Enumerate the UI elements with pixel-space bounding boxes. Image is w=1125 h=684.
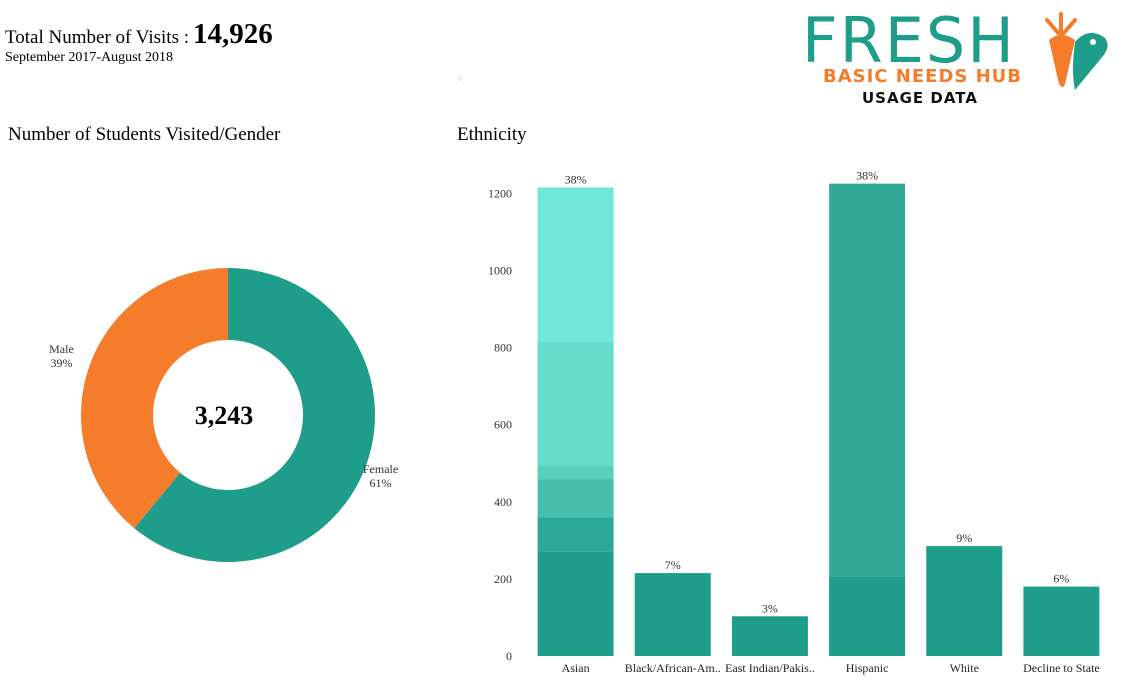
- ethnicity-chart-title: Ethnicity: [457, 124, 527, 145]
- bar-3[interactable]: [829, 183, 906, 656]
- total-visits-label: Total Number of Visits :: [5, 27, 189, 48]
- slice-label-female: Female: [363, 462, 398, 476]
- slice-percent-male: 39%: [50, 356, 72, 370]
- slice-percent-female: 61%: [370, 476, 392, 490]
- logo-tagline: USAGE DATA: [862, 89, 978, 107]
- slice-label-male: Male: [49, 342, 74, 356]
- logo-word: FRESH: [802, 4, 1016, 77]
- bar-1[interactable]: [634, 573, 711, 656]
- y-tick-label: 1000: [488, 263, 512, 277]
- bar-segment[interactable]: [829, 576, 906, 656]
- y-tick-label: 400: [494, 495, 512, 509]
- x-category-label: White: [950, 661, 979, 675]
- bar-segment[interactable]: [829, 183, 906, 577]
- bar-percent-label: 3%: [762, 601, 778, 615]
- logo-subtitle: BASIC NEEDS HUB: [823, 66, 1023, 87]
- x-category-label: Asian: [562, 661, 590, 675]
- bar-segment[interactable]: [537, 478, 614, 518]
- slice-male[interactable]: [81, 268, 229, 529]
- bar-4[interactable]: [926, 546, 1003, 656]
- bar-0[interactable]: [537, 187, 614, 656]
- bar-5[interactable]: [1023, 586, 1100, 656]
- bar-percent-label: 9%: [956, 531, 972, 545]
- y-tick-label: 0: [506, 649, 512, 663]
- y-tick-label: 200: [494, 572, 512, 586]
- x-category-label: Black/African-Am..: [625, 661, 721, 675]
- bar-2[interactable]: [731, 616, 808, 656]
- bar-segment[interactable]: [1023, 586, 1100, 656]
- bar-percent-label: 38%: [856, 169, 878, 183]
- bar-percent-label: 38%: [565, 172, 587, 186]
- carrot-icon: [1045, 12, 1108, 90]
- bar-segment[interactable]: [731, 616, 808, 656]
- x-category-label: Hispanic: [846, 661, 889, 675]
- bar-segment[interactable]: [537, 551, 614, 656]
- bar-segment[interactable]: [537, 517, 614, 552]
- y-tick-label: 1200: [488, 186, 512, 200]
- total-visits: Total Number of Visits : 14,926: [5, 18, 273, 51]
- bar-segment[interactable]: [537, 187, 614, 342]
- bar-segment[interactable]: [537, 465, 614, 479]
- donut-center-total: 3,243: [195, 401, 254, 430]
- divider-dot: [458, 76, 463, 81]
- bar-segment[interactable]: [926, 546, 1003, 656]
- total-visits-value: 14,926: [193, 18, 273, 50]
- bar-percent-label: 6%: [1053, 572, 1069, 586]
- date-range: September 2017-August 2018: [5, 50, 173, 65]
- x-category-label: Decline to State: [1023, 661, 1100, 675]
- ethnicity-bar-chart: 0 200 400 600 800 1000 1200 38% Asian 7% Black/Afr…: [488, 169, 1100, 675]
- slice-female[interactable]: [134, 268, 376, 562]
- bar-percent-label: 7%: [665, 558, 681, 572]
- y-tick-label: 600: [494, 418, 512, 432]
- fresh-logo: FRESH BASIC NEEDS HUB USAGE DATA: [800, 4, 1120, 113]
- bar-segment[interactable]: [634, 573, 711, 656]
- x-category-label: East Indian/Pakis..: [725, 661, 815, 675]
- bar-segment[interactable]: [537, 341, 614, 466]
- gender-chart-title: Number of Students Visited/Gender: [8, 124, 281, 145]
- y-tick-label: 800: [494, 341, 512, 355]
